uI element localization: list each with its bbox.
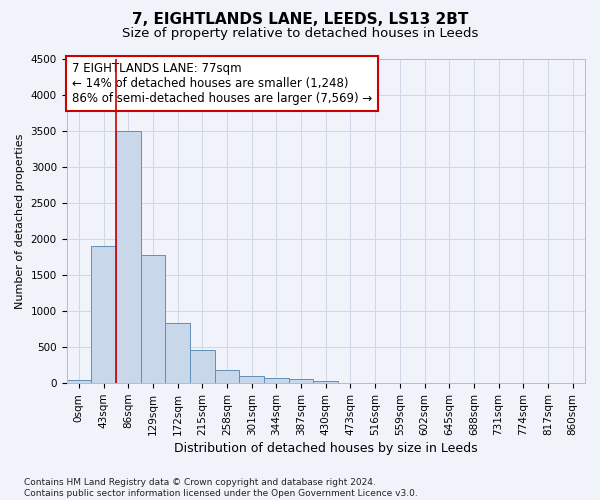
Bar	[190, 350, 215, 383]
Text: Contains HM Land Registry data © Crown copyright and database right 2024.
Contai: Contains HM Land Registry data © Crown c…	[24, 478, 418, 498]
X-axis label: Distribution of detached houses by size in Leeds: Distribution of detached houses by size …	[174, 442, 478, 455]
Bar	[67, 380, 91, 383]
Bar	[165, 322, 190, 383]
Text: 7 EIGHTLANDS LANE: 77sqm
← 14% of detached houses are smaller (1,248)
86% of sem: 7 EIGHTLANDS LANE: 77sqm ← 14% of detach…	[72, 62, 372, 105]
Text: 7, EIGHTLANDS LANE, LEEDS, LS13 2BT: 7, EIGHTLANDS LANE, LEEDS, LS13 2BT	[132, 12, 468, 28]
Bar	[264, 378, 289, 383]
Bar	[239, 376, 264, 383]
Bar	[289, 379, 313, 383]
Bar	[91, 246, 116, 383]
Text: Size of property relative to detached houses in Leeds: Size of property relative to detached ho…	[122, 28, 478, 40]
Bar	[116, 131, 140, 383]
Y-axis label: Number of detached properties: Number of detached properties	[15, 134, 25, 309]
Bar	[215, 370, 239, 383]
Bar	[313, 380, 338, 383]
Bar	[140, 256, 165, 383]
